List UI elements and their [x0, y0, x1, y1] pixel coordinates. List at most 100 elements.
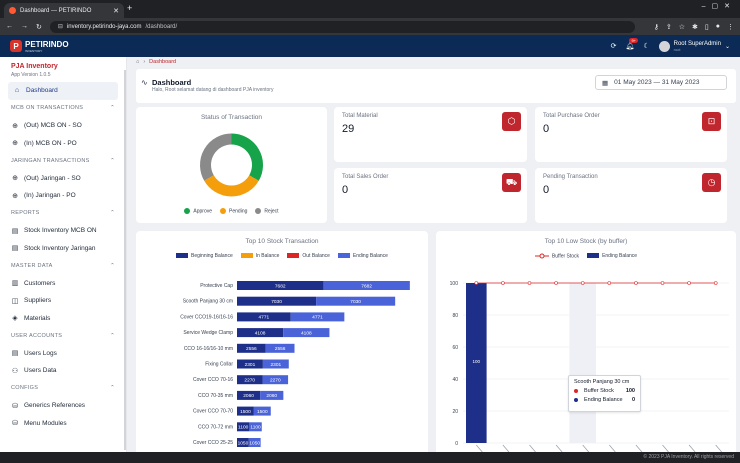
home-icon: ⌂ — [14, 87, 20, 95]
x-tick-label — [582, 444, 590, 453]
legend-buffer[interactable]: Buffer Stock — [534, 253, 580, 260]
category-label: Protective Cap — [200, 283, 233, 289]
legend-label: Pending — [229, 208, 248, 215]
stat-label: Total Material — [342, 113, 378, 119]
sidebar-item-users-logs[interactable]: ▤ Users Logs — [0, 345, 126, 363]
sidebar-item-materials[interactable]: ◈ Materials — [0, 310, 126, 328]
lock-icon: ⊟ — [57, 24, 63, 30]
sidebar-item-mcb-out[interactable]: ⊕ (Out) MCB ON - SO — [0, 117, 126, 135]
bar-value-label: 2270 — [270, 378, 281, 384]
sidebar-item-jaringan-in[interactable]: ⊕ (In) Jaringan - PO — [0, 187, 126, 205]
sidebar-item-label: Customers — [24, 279, 56, 287]
stat-value: 29 — [342, 123, 355, 135]
sidebar-section-reports[interactable]: REPORTS ⌃ — [0, 205, 126, 223]
legend-reject[interactable]: Reject — [255, 208, 279, 214]
bar-ending-balance — [265, 343, 295, 353]
back-icon[interactable]: ← — [6, 23, 13, 30]
sidebar-section-configs[interactable]: CONFIGS ⌃ — [0, 380, 126, 398]
legend-ending[interactable]: Ending Balance — [337, 253, 388, 259]
log-icon: ▤ — [11, 350, 19, 358]
bar-beginning-balance — [237, 296, 317, 306]
chart-legend: Beginning Balance In Balance Out Balance… — [136, 253, 428, 259]
top-stock-chart-card: Top 10 Stock Transaction Beginning Balan… — [136, 231, 428, 463]
legend-label: Buffer Stock — [551, 253, 580, 260]
legend-beginning[interactable]: Beginning Balance — [176, 253, 233, 259]
bar-beginning-balance — [237, 422, 250, 432]
sidebar-item-dashboard[interactable]: ⌂ Dashboard — [8, 82, 118, 100]
window-controls[interactable]: –▢✕ — [701, 3, 736, 10]
share-icon[interactable]: ⇪ — [665, 23, 672, 31]
sidebar-item-label: Generics References — [24, 402, 86, 410]
sidebar-section-jaringan[interactable]: JARINGAN TRANSACTIONS ⌃ — [0, 152, 126, 170]
legend-ending[interactable]: Ending Balance — [587, 253, 637, 259]
bell-icon[interactable]: 🔔︎ 9+ — [625, 38, 638, 50]
building-icon: ▥ — [11, 280, 19, 288]
tooltip-ending-value: 0 — [631, 397, 635, 403]
sidebar-item-stock-mcb[interactable]: ▤ Stock Inventory MCB ON — [0, 222, 126, 240]
bar-value-label: 4771 — [259, 315, 270, 321]
bag-icon: ⊡ — [702, 112, 721, 131]
section-label: JARINGAN TRANSACTIONS — [11, 157, 90, 164]
circle-arrow-icon: ⊕ — [12, 175, 18, 183]
x-tick-label — [502, 444, 510, 453]
stat-label: Total Purchase Order — [543, 113, 600, 119]
legend-approve[interactable]: Approve — [184, 208, 212, 214]
moon-icon[interactable]: ☾ — [643, 43, 650, 50]
sidebar-item-generics[interactable]: ⛁ Generics References — [0, 397, 126, 415]
sidebar-item-suppliers[interactable]: ◫ Suppliers — [0, 292, 126, 310]
sidebar-scrollbar[interactable] — [124, 70, 126, 450]
sidebar-item-users-data[interactable]: ⚇ Users Data — [0, 362, 126, 380]
sidepanel-icon[interactable]: ▯ — [704, 23, 709, 31]
legend-out[interactable]: Out Balance — [287, 253, 330, 259]
stat-value: 0 — [543, 184, 550, 196]
page-subtitle: Halo, Root selamat datang di dashboard P… — [152, 87, 274, 93]
sidebar-item-stock-jaringan[interactable]: ▤ Stock Inventory Jaringan — [0, 240, 126, 258]
reload-icon[interactable]: ↻ — [36, 23, 42, 31]
users-icon: ⚇ — [11, 367, 19, 375]
menu-icon[interactable]: ⋮ — [727, 23, 734, 31]
bar-value-label: 7030 — [350, 299, 361, 305]
browser-tab[interactable]: Dashboard — PETIRINDO ✕ — [4, 3, 124, 18]
browser-tab-bar: Dashboard — PETIRINDO ✕ + –▢✕ — [0, 0, 740, 18]
calendar-icon: ▦ — [602, 79, 609, 87]
hover-highlight — [569, 283, 596, 443]
refresh-icon[interactable]: ⟳ — [610, 43, 617, 50]
url-field[interactable]: ⊟ inventory.petirindo-jaya.com/dashboard… — [49, 20, 635, 33]
stat-card-total-so: Total Sales Order 0 ⛟ — [334, 168, 527, 223]
date-range-picker[interactable]: ▦ 01 May 2023 — 31 May 2023 — [595, 75, 727, 90]
bar-value-label: 2301 — [245, 362, 256, 368]
legend-in[interactable]: In Balance — [240, 253, 279, 259]
sidebar-section-master[interactable]: MASTER DATA ⌃ — [0, 257, 126, 275]
sidebar-section-users[interactable]: USER ACCOUNTS ⌃ — [0, 327, 126, 345]
status-title: Status of Transaction — [200, 114, 263, 121]
bar-ending-balance — [466, 283, 487, 443]
sidebar-item-customers[interactable]: ▥ Customers — [0, 275, 126, 293]
profile-icon[interactable]: ● — [715, 22, 720, 30]
bar-value-label: 7682 — [275, 283, 286, 289]
close-tab-icon[interactable]: ✕ — [113, 7, 119, 15]
brand-logo[interactable]: P PETIRINDO INVENTORY — [10, 40, 69, 53]
tooltip-ending-label: Ending Balance — [584, 397, 623, 403]
sidebar-item-mcb-in[interactable]: ⊕ (In) MCB ON - PO — [0, 135, 126, 153]
sidebar-section-mcb[interactable]: MCB ON TRANSACTIONS ⌃ — [0, 100, 126, 118]
category-label: CCO 16-16/16-10 mm — [184, 346, 233, 352]
x-tick-label — [635, 444, 643, 453]
breadcrumb-current[interactable]: Dashboard — [149, 59, 177, 65]
home-icon[interactable]: ⌂ — [136, 59, 140, 65]
legend-pending[interactable]: Pending — [220, 208, 247, 214]
forward-icon[interactable]: → — [21, 23, 28, 30]
star-icon[interactable]: ☆ — [678, 23, 686, 31]
sidebar-item-label: Materials — [24, 314, 51, 322]
document-icon: ▤ — [11, 227, 19, 235]
buffer-stock-point — [634, 281, 638, 285]
app-version: App Version 1.0.5 — [11, 72, 51, 78]
user-menu[interactable]: Root SuperAdmin root ⌄ — [658, 40, 730, 52]
chevron-down-icon: ⌄ — [724, 43, 730, 50]
sidebar-item-menu-modules[interactable]: ⛁ Menu Modules — [0, 415, 126, 433]
stat-card-total-po: Total Purchase Order 0 ⊡ — [535, 107, 727, 162]
new-tab-icon[interactable]: + — [127, 3, 133, 13]
extensions-icon[interactable]: ✱ — [692, 23, 698, 31]
sidebar-item-jaringan-out[interactable]: ⊕ (Out) Jaringan - SO — [0, 170, 126, 188]
key-icon[interactable]: ⚷ — [653, 23, 659, 31]
chevron-up-icon: ⌃ — [110, 210, 115, 217]
